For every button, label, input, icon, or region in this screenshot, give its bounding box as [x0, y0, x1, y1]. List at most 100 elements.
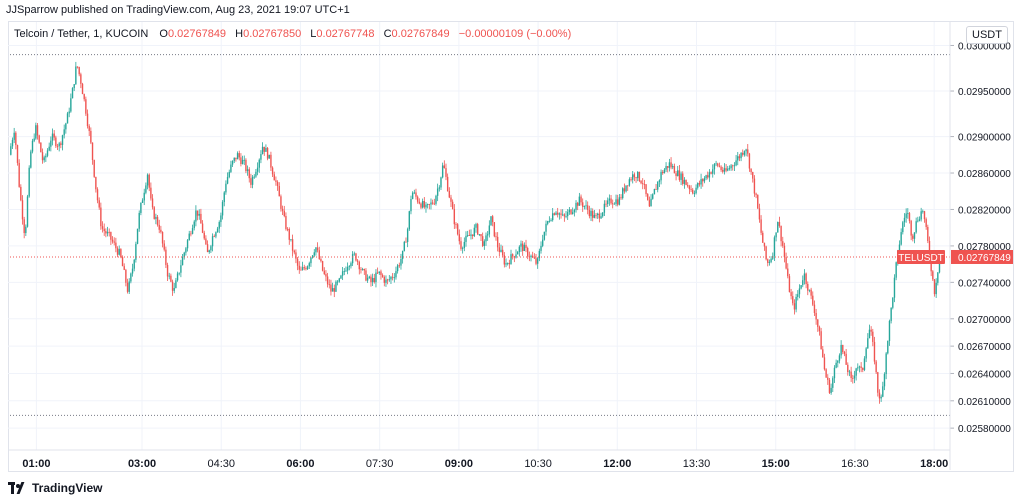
candle-body — [63, 129, 65, 136]
candle-body — [136, 228, 139, 244]
candle-body — [51, 133, 54, 141]
change-value: −0.00000109 (−0.00%) — [458, 28, 572, 40]
candle-body — [753, 178, 756, 194]
currency-button[interactable]: USDT — [966, 26, 1008, 44]
candle-body — [571, 212, 574, 214]
candle-body — [832, 378, 834, 388]
candle-body — [825, 369, 827, 378]
candle-body — [95, 176, 97, 190]
candle-body — [165, 249, 167, 265]
candle-body — [405, 241, 407, 243]
footer-brand[interactable]: TradingView — [8, 481, 102, 495]
candle-body — [533, 257, 536, 259]
candle-body — [281, 208, 284, 211]
candle-body — [518, 246, 521, 253]
candle-body — [610, 198, 612, 204]
candle-body — [171, 281, 174, 291]
candle-body — [123, 266, 125, 270]
candle-body — [21, 200, 24, 220]
candle-body — [608, 198, 611, 201]
candle-body — [351, 254, 354, 264]
candle-body — [652, 194, 654, 199]
candle-body — [395, 271, 397, 278]
candle-body — [90, 130, 92, 143]
candle-body — [398, 265, 401, 267]
candle-body — [933, 279, 936, 295]
candle-body — [490, 216, 492, 226]
candle-body — [408, 211, 411, 230]
candle-body — [203, 232, 205, 239]
candle-body — [857, 367, 859, 369]
candle-body — [331, 288, 334, 292]
candle-body — [570, 209, 572, 214]
candle-body — [930, 257, 932, 272]
candle-body — [887, 340, 889, 354]
candle-body — [180, 265, 182, 273]
candle-body — [53, 133, 55, 138]
candle-body — [250, 178, 252, 185]
candle-body — [216, 228, 219, 233]
candle-body — [461, 248, 464, 249]
candle-body — [176, 273, 179, 281]
candle-body — [637, 171, 639, 179]
candle-body — [85, 99, 87, 114]
candle-body — [837, 360, 839, 363]
x-tick-label: 18:00 — [920, 458, 948, 470]
candle-body — [283, 210, 285, 217]
candle-body — [662, 171, 664, 174]
candle-body — [705, 175, 707, 179]
candle-body — [913, 232, 916, 239]
candle-body — [840, 344, 842, 356]
candle-body — [208, 250, 210, 253]
candle-body — [605, 203, 607, 205]
candle-body — [536, 258, 539, 264]
candle-body — [618, 197, 621, 205]
candle-body — [675, 173, 677, 177]
candle-body — [645, 184, 647, 195]
candle-body — [792, 296, 794, 304]
candle-body — [61, 135, 64, 145]
candle-body — [481, 236, 484, 246]
candle-body — [543, 231, 546, 240]
candle-body — [128, 281, 130, 292]
candle-body — [230, 164, 232, 172]
candle-body — [330, 284, 332, 292]
candle-body — [922, 211, 924, 213]
candle-body — [135, 243, 137, 260]
candle-body — [755, 193, 757, 195]
candle-body — [421, 201, 424, 208]
candle-body — [233, 157, 235, 161]
candle-body — [388, 279, 391, 281]
candle-body — [376, 272, 379, 274]
candle-body — [495, 236, 497, 238]
candle-body — [338, 278, 340, 282]
candle-body — [623, 188, 626, 192]
candle-body — [865, 348, 867, 359]
candle-body — [898, 244, 901, 251]
candle-body — [672, 166, 674, 168]
y-tick-label: 0.02640000 — [958, 369, 1011, 380]
candle-body — [315, 247, 317, 253]
candle-body — [188, 233, 190, 241]
candle-body — [506, 262, 509, 264]
candle-body — [218, 222, 220, 229]
candle-body — [742, 152, 744, 155]
candle-body — [583, 206, 586, 207]
footer-brand-label: TradingView — [32, 481, 103, 495]
candle-body — [782, 241, 784, 246]
candle-body — [752, 172, 754, 179]
candle-body — [263, 146, 265, 152]
publish-caption: JJSparrow published on TradingView.com, … — [6, 4, 350, 16]
candle-body — [778, 222, 781, 226]
candle-body — [120, 249, 122, 258]
candle-body — [918, 219, 921, 221]
candle-body — [251, 176, 254, 185]
candle-body — [190, 233, 192, 235]
candle-body — [298, 265, 300, 270]
candle-body — [118, 249, 120, 255]
candle-body — [747, 149, 749, 154]
candle-body — [66, 113, 69, 124]
candle-body — [153, 207, 155, 219]
candle-body — [18, 162, 20, 187]
